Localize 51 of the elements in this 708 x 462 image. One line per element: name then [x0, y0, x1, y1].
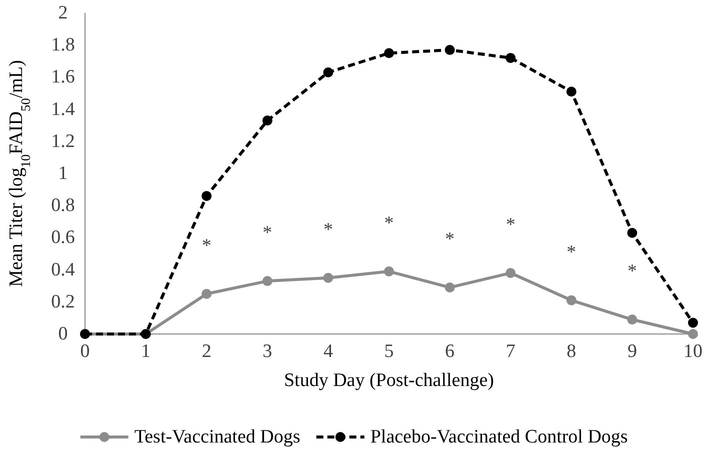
point [566, 86, 576, 97]
x-axis-title: Study Day (Post-challenge) [284, 370, 494, 391]
point [627, 314, 638, 325]
point [506, 52, 516, 63]
annotation: * [506, 214, 516, 236]
legend-label: Placebo-Vaccinated Control Dogs [370, 426, 628, 448]
point [506, 268, 516, 278]
annotation: * [566, 242, 576, 263]
x-tick-label: 8 [566, 341, 576, 362]
y-tick-label: 2 [58, 2, 68, 24]
annotation: * [262, 222, 272, 244]
annotation: * [627, 261, 637, 282]
y-tick-label: 0.4 [51, 259, 76, 280]
x-tick-label: 0 [80, 341, 90, 362]
y-tick-label: 1.8 [51, 34, 75, 56]
y-tick-label: 0.2 [51, 291, 75, 312]
point [262, 276, 272, 286]
x-tick-label: 2 [202, 341, 212, 362]
point [444, 44, 455, 55]
x-tick-label: 4 [323, 341, 334, 362]
y-tick-label: 1.6 [51, 66, 75, 88]
annotation: * [384, 212, 394, 234]
x-tick-label: 9 [627, 341, 637, 362]
x-tick-label: 1 [141, 341, 151, 362]
annotation: * [202, 235, 212, 256]
x-tick-label: 3 [262, 341, 272, 362]
y-tick-label: 0.8 [51, 195, 75, 216]
x-tick-label: 10 [684, 341, 702, 362]
y-tick-label: 1.4 [51, 98, 76, 120]
legend-label: Test-Vaccinated Dogs [134, 426, 300, 448]
y-tick-label: 0.6 [51, 227, 75, 248]
x-tick-label: 5 [384, 341, 394, 362]
y-tick-label: 1.2 [51, 130, 75, 152]
point [202, 190, 212, 201]
annotation: * [323, 219, 333, 240]
point [444, 282, 455, 292]
point [627, 228, 638, 238]
point [688, 318, 698, 328]
x-tick-label: 6 [445, 341, 455, 362]
point [323, 272, 334, 283]
point [202, 288, 212, 299]
point [384, 48, 394, 58]
point [262, 116, 272, 126]
point [566, 295, 576, 306]
point [384, 266, 394, 276]
x-tick-label: 7 [506, 341, 516, 362]
y-tick-label: 1 [58, 163, 68, 184]
point [323, 67, 334, 78]
y-tick-label: 0 [58, 324, 68, 344]
annotation: * [445, 228, 455, 250]
point [688, 329, 698, 339]
